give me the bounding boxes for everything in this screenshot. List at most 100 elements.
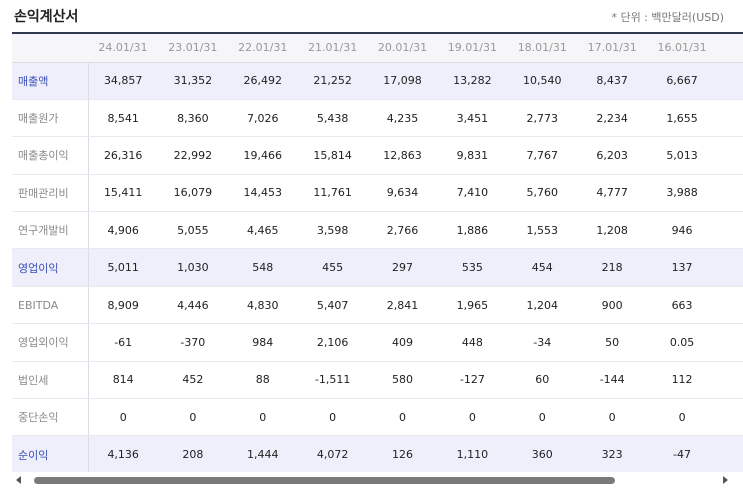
table-cell: [717, 286, 743, 325]
table-cell: 5,438: [297, 99, 368, 138]
table-cell: 8,437: [577, 62, 648, 100]
table-cell: 14,453: [227, 174, 298, 213]
table-cell: 0: [507, 398, 578, 437]
table-cell: 9,634: [367, 174, 438, 213]
table-cell: 5,407: [297, 286, 368, 325]
table-cell: 1,965: [437, 286, 508, 325]
table-cell: 2,773: [507, 99, 578, 138]
table-cell: 900: [577, 286, 648, 325]
table-cell: 11,761: [297, 174, 368, 213]
table-cell: 360: [507, 435, 578, 472]
table-cell: 1,208: [577, 211, 648, 250]
table-cell: 34,857: [88, 62, 158, 100]
table-row: 매출총이익 26,316 22,992 19,466 15,814 12,863 9,831…: [12, 136, 743, 175]
table-cell: 17,098: [367, 62, 438, 100]
horizontal-scrollbar[interactable]: [12, 472, 732, 490]
table-cell: 0: [437, 398, 508, 437]
table-cell: 126: [367, 435, 438, 472]
table-cell: 15,411: [88, 174, 158, 213]
table-cell: 31,352: [157, 62, 228, 100]
column-header: 24.01/31: [88, 32, 158, 63]
table-cell: 2,841: [367, 286, 438, 325]
table-cell: 409: [367, 323, 438, 362]
table-cell: 0: [647, 398, 718, 437]
table-cell: 10,540: [507, 62, 578, 100]
table-cell: 13,282: [437, 62, 508, 100]
table-cell: -47: [647, 435, 718, 472]
table-cell: 0.05: [647, 323, 718, 362]
row-label: EBITDA: [12, 286, 89, 325]
column-header: 19.01/31: [437, 32, 508, 63]
table-cell: 16,079: [157, 174, 228, 213]
page-title: 손익계산서: [14, 9, 79, 25]
table-cell: 2,106: [297, 323, 368, 362]
table-cell: 7,410: [437, 174, 508, 213]
table-cell: 2,234: [577, 99, 648, 138]
table-cell: 4: [717, 136, 743, 175]
row-label: 매출액: [12, 62, 89, 100]
row-label: 매출총이익: [12, 136, 89, 175]
table-cell: 1,553: [507, 211, 578, 250]
table-cell: 1,030: [157, 248, 228, 287]
table-row: 연구개발비 4,906 5,055 4,465 3,598 2,766 1,886 1,553…: [12, 211, 743, 250]
table-cell: 4,777: [577, 174, 648, 213]
table-cell: 4,235: [367, 99, 438, 138]
unit-note: * 단위 : 백만달러(USD): [611, 11, 724, 24]
scroll-left-arrow-icon[interactable]: [16, 476, 21, 484]
table-cell: 21,252: [297, 62, 368, 100]
table-cell: 663: [647, 286, 718, 325]
table-cell: 580: [367, 361, 438, 400]
table-cell: 984: [227, 323, 298, 362]
table-cell: 26,316: [88, 136, 158, 175]
scroll-right-arrow-icon[interactable]: [723, 476, 728, 484]
table-cell: 5,011: [88, 248, 158, 287]
table-cell: 454: [507, 248, 578, 287]
table-cell: -: [717, 248, 743, 287]
table-cell: 3,598: [297, 211, 368, 250]
table-cell: 3,451: [437, 99, 508, 138]
table-cell: 448: [437, 323, 508, 362]
table-cell: 0: [577, 398, 648, 437]
table-cell: 26,492: [227, 62, 298, 100]
table-cell: 4,072: [297, 435, 368, 472]
table-cell: 4,446: [157, 286, 228, 325]
table-cell: 535: [437, 248, 508, 287]
table-row: 법인세 814 452 88 -1,511 580 -127 60 -144 112: [12, 361, 743, 400]
table-row: EBITDA 8,909 4,446 4,830 5,407 2,841 1,965 1,20…: [12, 286, 743, 325]
table-cell: 137: [647, 248, 718, 287]
table-cell: 1,655: [647, 99, 718, 138]
row-label: 중단손익: [12, 398, 89, 437]
row-label: 영업외이익: [12, 323, 89, 362]
page-header: 손익계산서 * 단위 : 백만달러(USD): [0, 0, 743, 32]
table-cell: 5,055: [157, 211, 228, 250]
table-cell: 6,203: [577, 136, 648, 175]
column-header: 23.01/31: [157, 32, 228, 63]
table-cell: 22,992: [157, 136, 228, 175]
table-cell: 297: [367, 248, 438, 287]
table-cell: [717, 323, 743, 362]
table-cell: 3,988: [647, 174, 718, 213]
table-cell: 6,667: [647, 62, 718, 100]
table-cell: [717, 398, 743, 437]
table-cell: [717, 361, 743, 400]
table-cell: -127: [437, 361, 508, 400]
table-cell: 8,360: [157, 99, 228, 138]
table-cell: -: [717, 435, 743, 472]
table-cell: 1,110: [437, 435, 508, 472]
column-header: 20.01/31: [367, 32, 438, 63]
table-cell: 548: [227, 248, 298, 287]
table-cell: 452: [157, 361, 228, 400]
row-label: 판매관리비: [12, 174, 89, 213]
scrollbar-thumb[interactable]: [34, 477, 615, 484]
table-cell: 8,909: [88, 286, 158, 325]
corner-cell: [12, 32, 88, 63]
row-label: 법인세: [12, 361, 89, 400]
table-cell: 5,760: [507, 174, 578, 213]
table-cell: 15,814: [297, 136, 368, 175]
table-cell: -144: [577, 361, 648, 400]
table-cell: 2,766: [367, 211, 438, 250]
table-cell: 208: [157, 435, 228, 472]
table-cell: 5: [717, 62, 743, 100]
table-cell: 4,136: [88, 435, 158, 472]
